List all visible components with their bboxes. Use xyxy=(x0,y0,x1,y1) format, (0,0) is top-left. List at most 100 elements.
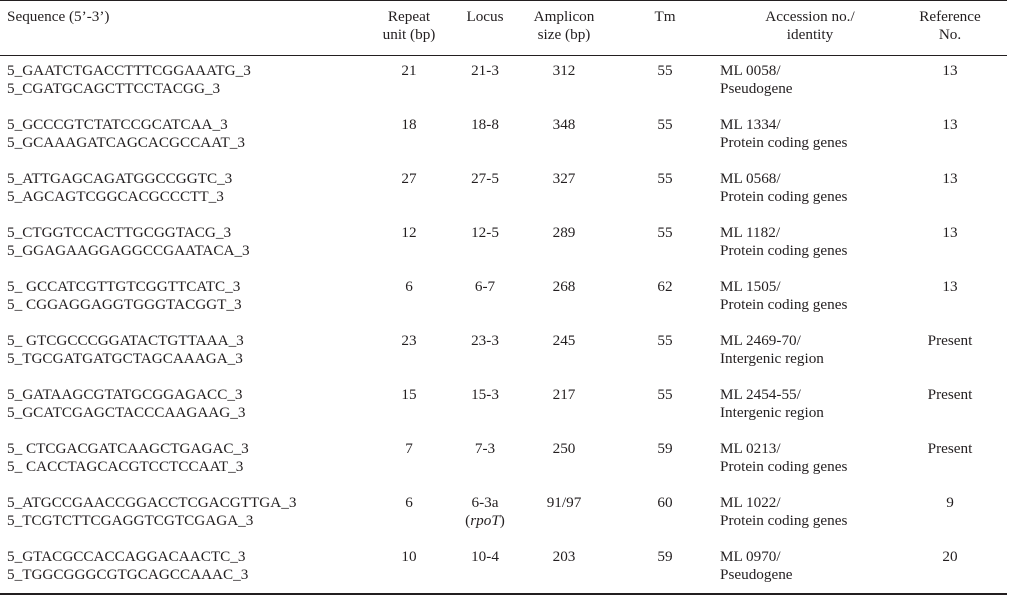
cell-tm-text: 55 xyxy=(657,62,673,79)
cell-accession: ML 1334/Protein coding genes xyxy=(720,116,900,152)
cell-accession-text: Protein coding genes xyxy=(720,458,848,475)
table-row: 5_GAATCTGACCTTTCGGAAATG_3 5_CGATGCAGCTTCC… xyxy=(0,60,1009,114)
cell-accession: ML 0568/Protein coding genes xyxy=(720,170,900,206)
cell-amplicon-size: 250 xyxy=(522,440,606,458)
cell-locus-text: 23-3 xyxy=(471,332,499,349)
cell-sequence-text: 5_CTGGTCCACTTGCGGTACG_3 xyxy=(7,224,232,241)
cell-tm: 60 xyxy=(640,494,690,512)
cell-locus-text: 10-4 xyxy=(471,548,499,565)
header-sequence: Sequence (5’-3’) xyxy=(7,8,109,26)
cell-sequence-text: 5_GCCCGTCTATCCGCATCAA_3 xyxy=(7,116,228,133)
cell-reference: 13 xyxy=(908,62,992,80)
cell-amplicon-size: 203 xyxy=(522,548,606,566)
cell-repeat-unit: 6 xyxy=(374,278,444,296)
cell-locus: 27-5 xyxy=(454,170,516,188)
table-body: 5_GAATCTGACCTTTCGGAAATG_3 5_CGATGCAGCTTCC… xyxy=(0,60,1009,600)
cell-repeat-unit-text: 18 xyxy=(401,116,417,133)
cell-accession: ML 1505/Protein coding genes xyxy=(720,278,900,314)
cell-sequence-text: 5_GTACGCCACCAGGACAACTC_3 xyxy=(7,548,246,565)
cell-locus: 15-3 xyxy=(454,386,516,404)
header-repeat-unit: Repeat unit (bp) xyxy=(374,8,444,44)
cell-accession-text: ML 1022/ xyxy=(720,494,781,511)
cell-repeat-unit: 18 xyxy=(374,116,444,134)
cell-tm: 59 xyxy=(640,440,690,458)
cell-accession-text: Protein coding genes xyxy=(720,296,848,313)
cell-accession-text: ML 1182/ xyxy=(720,224,781,241)
cell-accession-text: Protein coding genes xyxy=(720,242,848,259)
cell-repeat-unit: 15 xyxy=(374,386,444,404)
cell-repeat-unit-text: 23 xyxy=(401,332,417,349)
table-row: 5_ CTCGACGATCAAGCTGAGAC_3 5_ CACCTAGCACGT… xyxy=(0,438,1009,492)
gene-name-italic: rpoT xyxy=(470,512,500,529)
table-row: 5_ GTCGCCCGGATACTGTTAAA_3 5_TGCGATGATGCTA… xyxy=(0,330,1009,384)
cell-accession-text: Pseudogene xyxy=(720,80,793,97)
cell-tm-text: 55 xyxy=(657,224,673,241)
cell-accession-text: ML 1505/ xyxy=(720,278,781,295)
cell-repeat-unit-text: 15 xyxy=(401,386,417,403)
header-accession-line2: identity xyxy=(786,26,834,43)
table-row: 5_ GCCATCGTTGTCGGTTCATC_3 5_ CGGAGGAGGTGG… xyxy=(0,276,1009,330)
cell-repeat-unit-text: 6 xyxy=(405,494,413,511)
cell-accession: ML 0970/Pseudogene xyxy=(720,548,900,584)
cell-accession-text: Intergenic region xyxy=(720,350,824,367)
cell-amplicon-size-text: 245 xyxy=(552,332,576,349)
cell-amplicon-size: 348 xyxy=(522,116,606,134)
cell-reference-text: Present xyxy=(927,440,973,457)
cell-tm: 55 xyxy=(640,224,690,242)
cell-reference-text: Present xyxy=(927,332,973,349)
cell-locus-text: 12-5 xyxy=(471,224,499,241)
cell-amplicon-size: 217 xyxy=(522,386,606,404)
header-tm: Tm xyxy=(640,8,690,26)
cell-locus-text: (rpoT) xyxy=(465,512,505,529)
cell-accession-text: ML 0970/ xyxy=(720,548,781,565)
cell-tm: 55 xyxy=(640,62,690,80)
cell-reference-text: 13 xyxy=(942,224,958,241)
header-reference-line2: No. xyxy=(938,26,962,43)
header-repeat-line1: Repeat xyxy=(387,8,431,25)
cell-repeat-unit: 12 xyxy=(374,224,444,242)
header-tm-text: Tm xyxy=(654,8,676,25)
cell-reference: 13 xyxy=(908,224,992,242)
cell-accession-text: Pseudogene xyxy=(720,566,793,583)
cell-repeat-unit-text: 12 xyxy=(401,224,417,241)
cell-sequence: 5_GAATCTGACCTTTCGGAAATG_3 5_CGATGCAGCTTCC… xyxy=(7,62,367,98)
cell-tm: 59 xyxy=(640,548,690,566)
cell-sequence: 5_ CTCGACGATCAAGCTGAGAC_3 5_ CACCTAGCACGT… xyxy=(7,440,367,476)
cell-accession-text: Intergenic region xyxy=(720,404,824,421)
cell-accession: ML 2454-55/Intergenic region xyxy=(720,386,900,422)
cell-reference-text: 9 xyxy=(946,494,954,511)
cell-tm: 62 xyxy=(640,278,690,296)
cell-sequence-text: 5_TCGTCTTCGAGGTCGTCGAGA_3 xyxy=(7,512,254,529)
cell-repeat-unit-text: 27 xyxy=(401,170,417,187)
cell-repeat-unit: 23 xyxy=(374,332,444,350)
cell-sequence-text: 5_AGCAGTCGGCACGCCCTT_3 xyxy=(7,188,224,205)
cell-sequence-text: 5_ GCCATCGTTGTCGGTTCATC_3 xyxy=(7,278,241,295)
cell-sequence: 5_GCCCGTCTATCCGCATCAA_3 5_GCAAAGATCAGCACG… xyxy=(7,116,367,152)
cell-accession-text: Protein coding genes xyxy=(720,512,848,529)
cell-reference: Present xyxy=(908,386,992,404)
table-row: 5_GCCCGTCTATCCGCATCAA_3 5_GCAAAGATCAGCACG… xyxy=(0,114,1009,168)
cell-locus: 10-4 xyxy=(454,548,516,566)
cell-repeat-unit: 6 xyxy=(374,494,444,512)
cell-reference: 9 xyxy=(908,494,992,512)
cell-locus: 6-7 xyxy=(454,278,516,296)
cell-sequence-text: 5_CGATGCAGCTTCCTACGG_3 xyxy=(7,80,221,97)
table-bottom-rule xyxy=(0,593,1007,595)
cell-sequence: 5_ATTGAGCAGATGGCCGGTC_3 5_AGCAGTCGGCACGCC… xyxy=(7,170,367,206)
cell-sequence-text: 5_ATTGAGCAGATGGCCGGTC_3 xyxy=(7,170,233,187)
cell-sequence-text: 5_GAATCTGACCTTTCGGAAATG_3 xyxy=(7,62,251,79)
cell-reference: 20 xyxy=(908,548,992,566)
cell-accession: ML 1182/Protein coding genes xyxy=(720,224,900,260)
cell-amplicon-size-text: 312 xyxy=(552,62,576,79)
header-accession: Accession no./ identity xyxy=(720,8,900,44)
cell-sequence-text: 5_TGGCGGGCGTGCAGCCAAAC_3 xyxy=(7,566,249,583)
cell-amplicon-size: 268 xyxy=(522,278,606,296)
cell-tm: 55 xyxy=(640,332,690,350)
cell-amplicon-size-text: 203 xyxy=(552,548,576,565)
cell-amplicon-size: 312 xyxy=(522,62,606,80)
cell-repeat-unit-text: 6 xyxy=(405,278,413,295)
header-amplicon-line1: Amplicon xyxy=(533,8,595,25)
cell-sequence: 5_ATGCCGAACCGGACCTCGACGTTGA_3 5_TCGTCTTCG… xyxy=(7,494,367,530)
cell-repeat-unit: 21 xyxy=(374,62,444,80)
table-top-rule xyxy=(0,0,1007,1)
